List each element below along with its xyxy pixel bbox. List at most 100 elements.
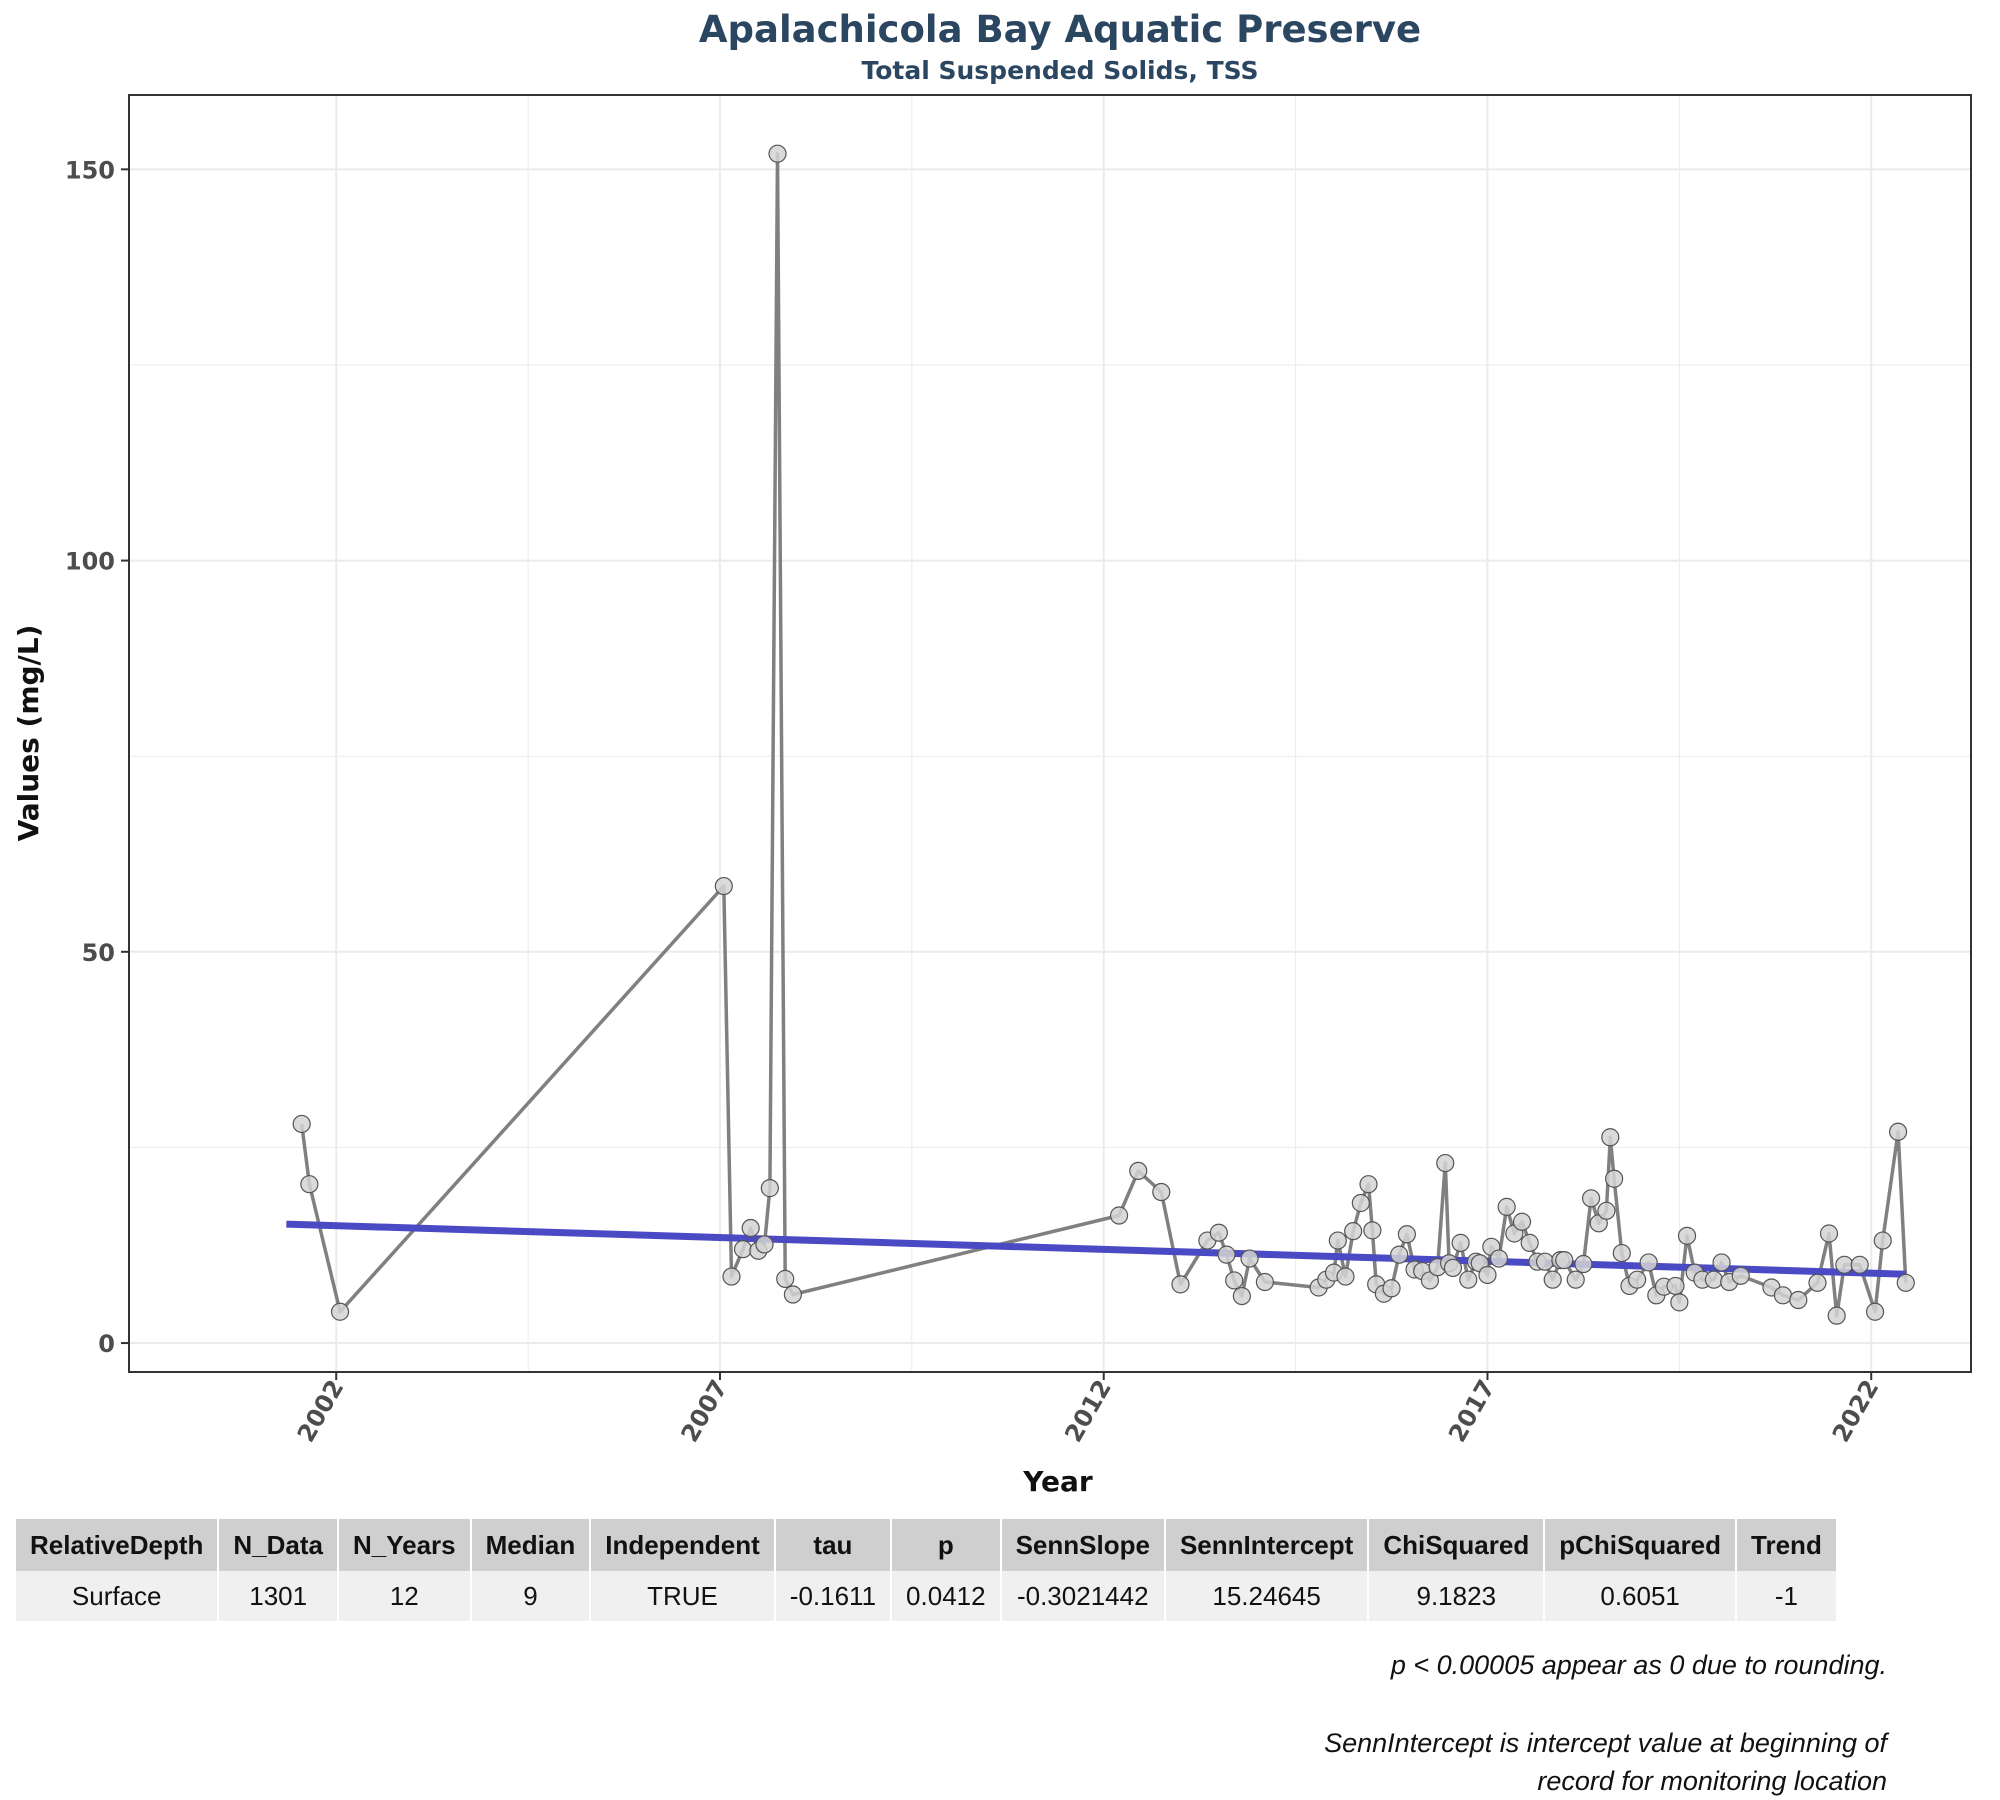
data-point (783, 1285, 802, 1304)
table-cell: -0.1611 (775, 1571, 891, 1621)
data-point (1666, 1276, 1685, 1296)
data-point (1497, 1197, 1516, 1216)
table-header-cell: ChiSquared (1369, 1519, 1544, 1571)
tss-chart: 0 50 100 150 2002 2007 2012 2017 2022 Year Valu… (12, 94, 1972, 1498)
data-point (1489, 1249, 1509, 1268)
data-point (1382, 1279, 1401, 1298)
data-point (1543, 1270, 1562, 1289)
data-point (1566, 1270, 1585, 1289)
data-point (776, 1269, 795, 1288)
rounding-note: p < 0.00005 appear as 0 due to rounding. (1390, 1650, 1887, 1680)
senn-trend-line (286, 1220, 1906, 1278)
data-point (1436, 1153, 1455, 1173)
data-point (1225, 1271, 1244, 1290)
data-point (733, 1240, 753, 1259)
data-point (1109, 1206, 1129, 1225)
data-point (1363, 1221, 1382, 1240)
table-cell: 12 (338, 1571, 470, 1621)
table-cell: -0.3021442 (1001, 1571, 1164, 1621)
table-cell: 9 (471, 1571, 590, 1621)
table-header-cell: p (892, 1519, 1000, 1571)
data-point (1555, 1251, 1574, 1270)
data-point (1639, 1253, 1658, 1272)
data-point (1827, 1306, 1846, 1325)
data-point (1478, 1265, 1497, 1285)
data-point (300, 1175, 319, 1194)
data-point (1873, 1231, 1892, 1250)
data-point (1171, 1275, 1190, 1294)
data-point (1704, 1270, 1723, 1289)
data-points (292, 144, 1915, 1325)
x-tick-label: 2022 (1827, 1375, 1885, 1447)
data-point (1712, 1253, 1731, 1272)
x-axis: 2002 2007 2012 2017 2022 (292, 1372, 1885, 1447)
data-point (1865, 1302, 1885, 1321)
data-point (755, 1235, 774, 1254)
data-point (1896, 1273, 1915, 1292)
x-tick-label: 2012 (1059, 1375, 1117, 1447)
data-point (1605, 1169, 1624, 1188)
data-point (1451, 1233, 1470, 1252)
table-header-cell: SennIntercept (1165, 1519, 1368, 1571)
table-header-cell: Independent (591, 1519, 774, 1571)
data-point (1512, 1212, 1532, 1231)
intercept-note-line-1: SennIntercept is intercept value at begi… (1324, 1728, 1887, 1758)
data-point (1255, 1272, 1275, 1292)
data-point (1390, 1245, 1409, 1264)
table-body: Surface 1301 12 9 TRUE -0.1611 0.0412 -0.302144… (16, 1571, 1836, 1621)
table-cell: 0.6051 (1545, 1571, 1736, 1621)
data-point (1850, 1255, 1869, 1274)
table-header-cell: Median (471, 1519, 590, 1571)
grid-lines (129, 95, 1971, 1372)
data-point (1217, 1245, 1236, 1264)
stats-table: RelativeDepth N_Data N_Years Median Independ… (14, 1519, 1838, 1621)
table-header-row: RelativeDepth N_Data N_Years Median Independ… (16, 1519, 1836, 1571)
data-point (330, 1302, 350, 1321)
data-point (1129, 1161, 1148, 1181)
data-point (1240, 1249, 1259, 1268)
data-point (1397, 1225, 1416, 1244)
data-point (1670, 1293, 1689, 1312)
y-tick-label: 0 (98, 1330, 115, 1358)
data-point (1209, 1223, 1228, 1242)
table-cell: -1 (1737, 1571, 1836, 1621)
data-point (1443, 1258, 1463, 1278)
table-cell: 9.1823 (1369, 1571, 1544, 1621)
table-row: Surface 1301 12 9 TRUE -0.1611 0.0412 -0.302144… (16, 1571, 1836, 1621)
data-point (768, 144, 787, 163)
data-point (722, 1267, 741, 1286)
data-point (1808, 1273, 1827, 1292)
data-point (1344, 1222, 1363, 1241)
data-point (741, 1218, 760, 1238)
y-tick-label: 150 (65, 156, 115, 184)
data-point (1520, 1233, 1539, 1252)
data-point (1328, 1231, 1347, 1250)
data-point (1773, 1286, 1793, 1305)
table-header-cell: SennSlope (1001, 1519, 1164, 1571)
intercept-note: SennIntercept is intercept value at begi… (1324, 1724, 1887, 1800)
table-cell: Surface (16, 1571, 218, 1621)
data-point (1336, 1267, 1355, 1286)
data-point (760, 1179, 779, 1198)
table-cell: 15.24645 (1165, 1571, 1368, 1621)
chart-title: Apalachicola Bay Aquatic Preserve (698, 8, 1422, 51)
data-point (292, 1114, 311, 1134)
x-tick-label: 2002 (292, 1375, 350, 1447)
data-point (1152, 1182, 1171, 1202)
chart-subtitle: Total Suspended Solids, TSS (861, 56, 1259, 85)
y-tick-label: 100 (65, 548, 115, 576)
y-tick-label: 50 (82, 939, 115, 967)
data-point (1601, 1128, 1620, 1147)
data-point (1359, 1175, 1378, 1194)
table-header-cell: pChiSquared (1545, 1519, 1736, 1571)
table-header-cell: N_Years (338, 1519, 470, 1571)
y-axis-label: Values (mg/L) (12, 625, 45, 842)
x-axis-label: Year (1022, 1465, 1093, 1498)
intercept-note-line-2: record for monitoring location (1537, 1766, 1887, 1796)
plot-panel (129, 95, 1971, 1372)
data-point (1351, 1193, 1370, 1213)
data-point (1232, 1286, 1251, 1306)
table-header-cell: RelativeDepth (16, 1519, 218, 1571)
data-point (1628, 1270, 1647, 1289)
data-point (1574, 1254, 1593, 1274)
